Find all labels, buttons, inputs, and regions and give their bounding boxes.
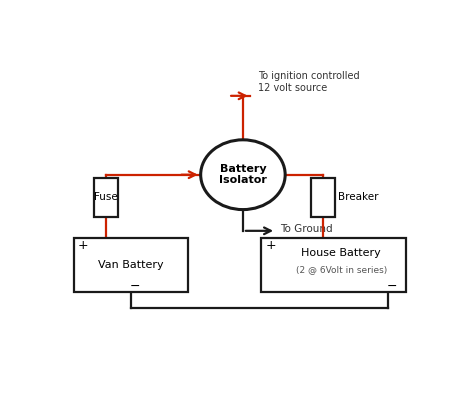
- Bar: [261, 238, 406, 292]
- Text: Van Battery: Van Battery: [98, 260, 164, 270]
- Text: −: −: [129, 279, 140, 292]
- Text: Breaker: Breaker: [338, 192, 379, 203]
- Text: (2 @ 6Volt in series): (2 @ 6Volt in series): [296, 265, 387, 274]
- Bar: [74, 238, 188, 292]
- Text: −: −: [386, 279, 397, 292]
- Text: +: +: [265, 240, 276, 253]
- Text: To ignition controlled
12 volt source: To ignition controlled 12 volt source: [258, 71, 359, 93]
- Circle shape: [201, 140, 285, 210]
- Bar: [94, 178, 118, 217]
- Text: To Ground: To Ground: [280, 224, 332, 234]
- Text: House Battery: House Battery: [301, 248, 381, 258]
- Text: +: +: [78, 240, 89, 253]
- Text: Fuse: Fuse: [94, 192, 118, 203]
- Text: Battery
Isolator: Battery Isolator: [219, 164, 267, 186]
- Bar: [311, 178, 335, 217]
